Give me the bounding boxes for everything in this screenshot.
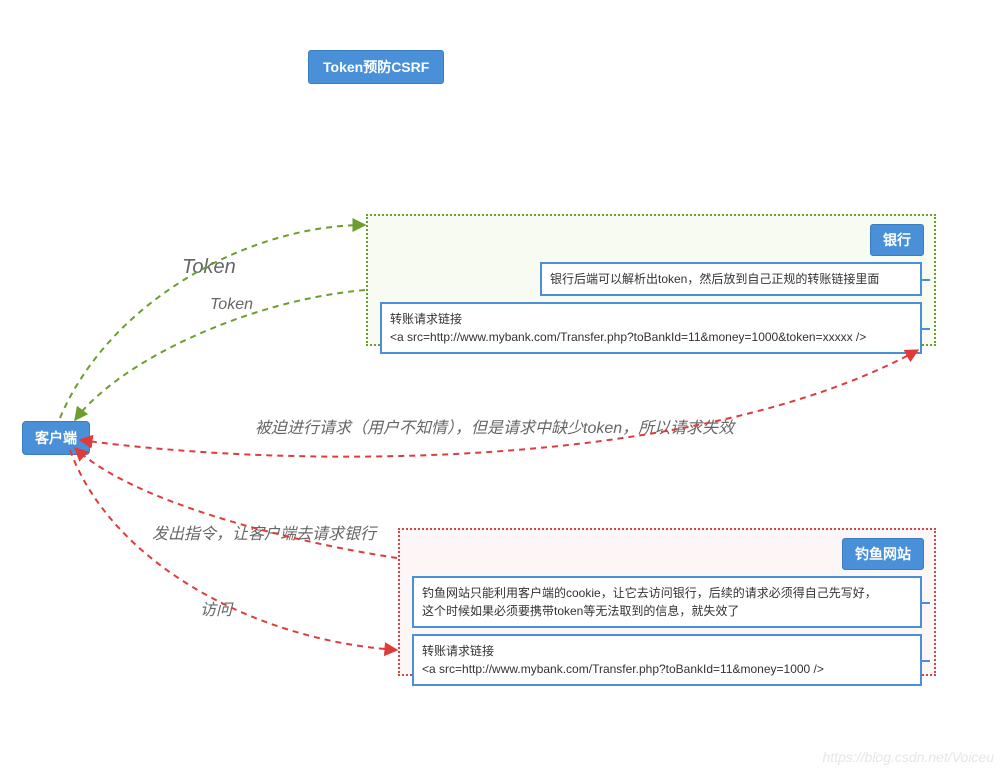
watermark: https://blog.csdn.net/Voiceu [823, 749, 994, 765]
edge-label-token-back: Token [210, 296, 253, 314]
phishing-info-cookie: 钓鱼网站只能利用客户端的cookie，让它去访问银行，后续的请求必须得自己先写好… [412, 576, 922, 628]
edge-token-out [60, 225, 365, 418]
bank-panel: 银行 银行后端可以解析出token，然后放到自己正规的转账链接里面 转账请求链接… [366, 214, 936, 346]
edge-visit [70, 450, 397, 650]
edge-forced-request [80, 350, 918, 457]
edge-label-phish-command: 发出指令，让客户端去请求银行 [152, 520, 376, 544]
phishing-info-transfer-link: 转账请求链接<a src=http://www.mybank.com/Trans… [412, 634, 922, 686]
edge-label-visit: 访问 [200, 596, 232, 620]
bank-panel-title: 银行 [870, 224, 924, 256]
edge-label-token-out: Token [182, 256, 236, 279]
phishing-panel-title: 钓鱼网站 [842, 538, 924, 570]
client-node: 客户端 [22, 421, 90, 455]
edge-label-forced-request: 被迫进行请求（用户不知情），但是请求中缺少token，所以请求失效 [255, 414, 734, 438]
phishing-panel: 钓鱼网站 钓鱼网站只能利用客户端的cookie，让它去访问银行，后续的请求必须得… [398, 528, 936, 676]
bank-info-transfer-link: 转账请求链接<a src=http://www.mybank.com/Trans… [380, 302, 922, 354]
bank-info-token-parse: 银行后端可以解析出token，然后放到自己正规的转账链接里面 [540, 262, 922, 296]
diagram-title: Token预防CSRF [308, 50, 444, 84]
